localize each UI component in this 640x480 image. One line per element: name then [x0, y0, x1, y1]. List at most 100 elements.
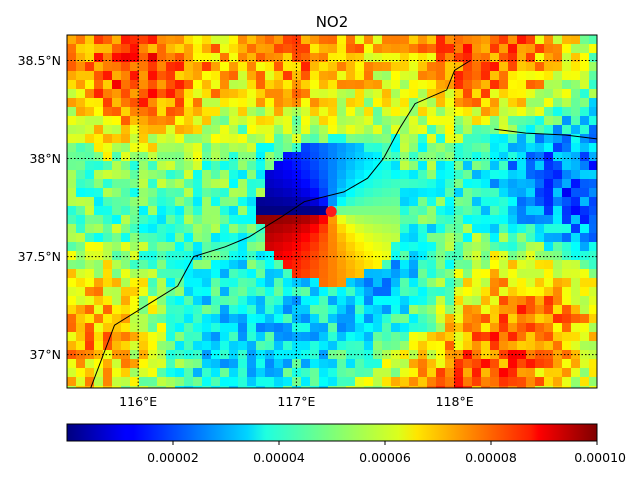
heatmap-cell	[427, 116, 437, 126]
heatmap-cell	[472, 143, 482, 153]
heatmap-cell	[355, 251, 365, 261]
heatmap-cell	[283, 314, 293, 324]
heatmap-cell	[571, 323, 581, 333]
heatmap-cell	[238, 125, 248, 135]
heatmap-cell	[166, 44, 176, 54]
heatmap-cell	[445, 98, 455, 108]
heatmap-cell	[283, 233, 293, 243]
heatmap-cell	[382, 215, 392, 225]
heatmap-cell	[481, 233, 491, 243]
heatmap-cell	[274, 62, 284, 72]
coastline	[90, 60, 597, 388]
heatmap-cell	[265, 350, 275, 360]
heatmap-cell	[463, 80, 473, 90]
heatmap-cell	[274, 242, 284, 252]
heatmap-cell	[202, 296, 212, 306]
heatmap-cell	[301, 89, 311, 99]
heatmap-cell	[112, 197, 122, 207]
heatmap-cell	[418, 161, 428, 171]
heatmap-cell	[265, 278, 275, 288]
heatmap-cell	[535, 215, 545, 225]
heatmap-cell	[67, 260, 77, 270]
heatmap-cell	[373, 359, 383, 369]
heatmap-cell	[229, 89, 239, 99]
heatmap-cell	[175, 233, 185, 243]
heatmap-cell	[130, 152, 140, 162]
heatmap-cell	[67, 287, 77, 297]
heatmap-cell	[292, 341, 302, 351]
heatmap-cell	[391, 107, 401, 117]
heatmap-cell	[490, 359, 500, 369]
heatmap-cell	[94, 53, 104, 63]
heatmap-cell	[400, 269, 410, 279]
heatmap-cell	[454, 80, 464, 90]
heatmap-cell	[85, 269, 95, 279]
heatmap-cell	[256, 170, 266, 180]
heatmap-cell	[184, 179, 194, 189]
heatmap-cell	[301, 35, 311, 45]
heatmap-cell	[112, 359, 122, 369]
heatmap-cell	[391, 53, 401, 63]
heatmap-cell	[85, 215, 95, 225]
heatmap-cell	[490, 152, 500, 162]
heatmap-cell	[445, 269, 455, 279]
heatmap-cell	[508, 359, 518, 369]
heatmap-cell	[202, 80, 212, 90]
heatmap-cell	[346, 125, 356, 135]
heatmap-cell	[400, 197, 410, 207]
heatmap-cell	[148, 332, 158, 342]
heatmap-cell	[553, 305, 563, 315]
heatmap-cell	[499, 215, 509, 225]
heatmap-cell	[562, 89, 572, 99]
heatmap-cell	[310, 224, 320, 234]
heatmap-cell	[283, 80, 293, 90]
heatmap-cell	[391, 62, 401, 72]
heatmap-cell	[454, 260, 464, 270]
heatmap-cell	[481, 359, 491, 369]
heatmap-cell	[292, 233, 302, 243]
heatmap-cell	[418, 215, 428, 225]
heatmap-cell	[346, 71, 356, 81]
heatmap-cell	[346, 62, 356, 72]
heatmap-cell	[463, 386, 473, 388]
heatmap-cell	[202, 62, 212, 72]
heatmap-cell	[211, 341, 221, 351]
heatmap-cell	[328, 71, 338, 81]
heatmap-cell	[319, 332, 329, 342]
heatmap-cell	[157, 215, 167, 225]
heatmap-cell	[589, 107, 597, 117]
heatmap-cell	[319, 71, 329, 81]
heatmap-cell	[445, 161, 455, 171]
heatmap-cell	[85, 170, 95, 180]
heatmap-cell	[202, 170, 212, 180]
heatmap-cell	[400, 377, 410, 387]
heatmap-cell	[526, 206, 536, 216]
heatmap-cell	[85, 341, 95, 351]
heatmap-cell	[283, 53, 293, 63]
heatmap-cell	[76, 269, 86, 279]
heatmap-cell	[238, 242, 248, 252]
heatmap-cell	[211, 170, 221, 180]
heatmap-cell	[544, 260, 554, 270]
heatmap-cell	[94, 80, 104, 90]
heatmap-cell	[103, 260, 113, 270]
heatmap-cell	[382, 332, 392, 342]
heatmap-cell	[85, 260, 95, 270]
heatmap-cell	[94, 179, 104, 189]
heatmap-cell	[274, 116, 284, 126]
heatmap-cell	[328, 296, 338, 306]
heatmap-cell	[553, 242, 563, 252]
heatmap-cell	[580, 89, 590, 99]
heatmap-cell	[184, 368, 194, 378]
heatmap-cell	[184, 287, 194, 297]
heatmap-cell	[85, 224, 95, 234]
heatmap-cell	[229, 296, 239, 306]
heatmap-cell	[175, 143, 185, 153]
heatmap-cell	[103, 332, 113, 342]
heatmap-cell	[166, 359, 176, 369]
heatmap-cell	[247, 62, 257, 72]
heatmap-cell	[526, 143, 536, 153]
heatmap-cell	[373, 188, 383, 198]
heatmap-cell	[454, 125, 464, 135]
heatmap-cell	[544, 368, 554, 378]
